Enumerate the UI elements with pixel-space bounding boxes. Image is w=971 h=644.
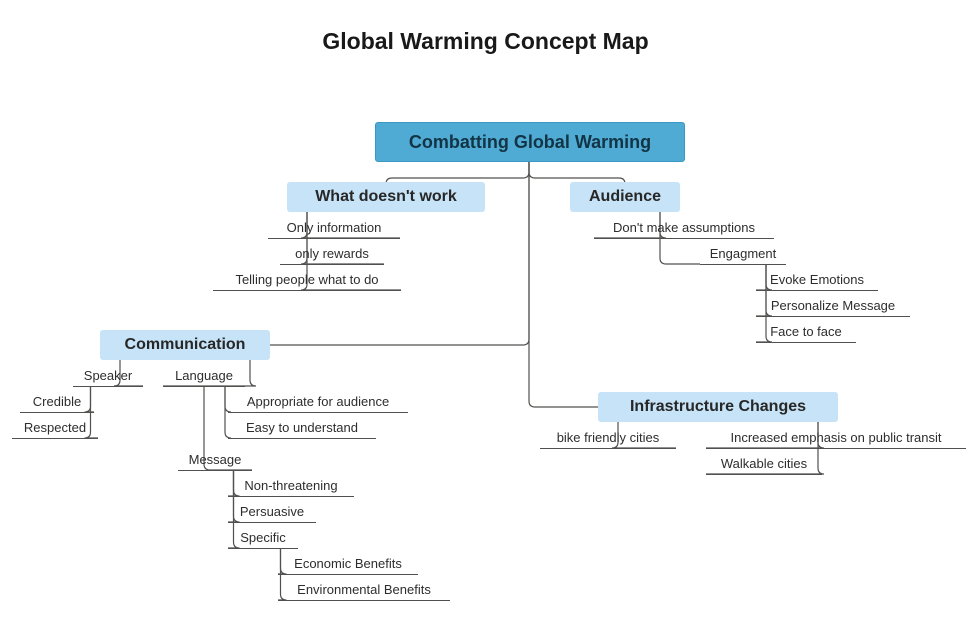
node-msg2: Persuasive	[228, 502, 316, 523]
node-lang: Language	[163, 366, 245, 387]
node-inf: Infrastructure Changes	[598, 392, 838, 422]
node-inf3: Walkable cities	[706, 454, 822, 475]
node-lang1: Appropriate for audience	[228, 392, 408, 413]
node-wdw2: only rewards	[280, 244, 384, 265]
node-spk2: Respected	[12, 418, 98, 439]
page-title: Global Warming Concept Map	[0, 28, 971, 55]
node-aud: Audience	[570, 182, 680, 212]
node-aud2b: Personalize Message	[756, 296, 910, 317]
node-msg: Message	[178, 450, 252, 471]
node-lang2: Easy to understand	[228, 418, 376, 439]
node-msg3: Specific	[228, 528, 298, 549]
node-root: Combatting Global Warming	[375, 122, 685, 162]
node-aud2a: Evoke Emotions	[756, 270, 878, 291]
node-aud1: Don't make assumptions	[594, 218, 774, 239]
node-msg3a: Economic Benefits	[278, 554, 418, 575]
node-spk: Speaker	[73, 366, 143, 387]
node-aud2c: Face to face	[756, 322, 856, 343]
node-msg1: Non-threatening	[228, 476, 354, 497]
node-inf2: Increased emphasis on public transit	[706, 428, 966, 449]
node-wdw: What doesn't work	[287, 182, 485, 212]
node-com: Communication	[100, 330, 270, 360]
node-spk1: Credible	[20, 392, 94, 413]
node-msg3b: Environmental Benefits	[278, 580, 450, 601]
node-wdw3: Telling people what to do	[213, 270, 401, 291]
node-inf1: bike friendly cities	[540, 428, 676, 449]
node-aud2: Engagment	[700, 244, 786, 265]
node-wdw1: Only information	[268, 218, 400, 239]
